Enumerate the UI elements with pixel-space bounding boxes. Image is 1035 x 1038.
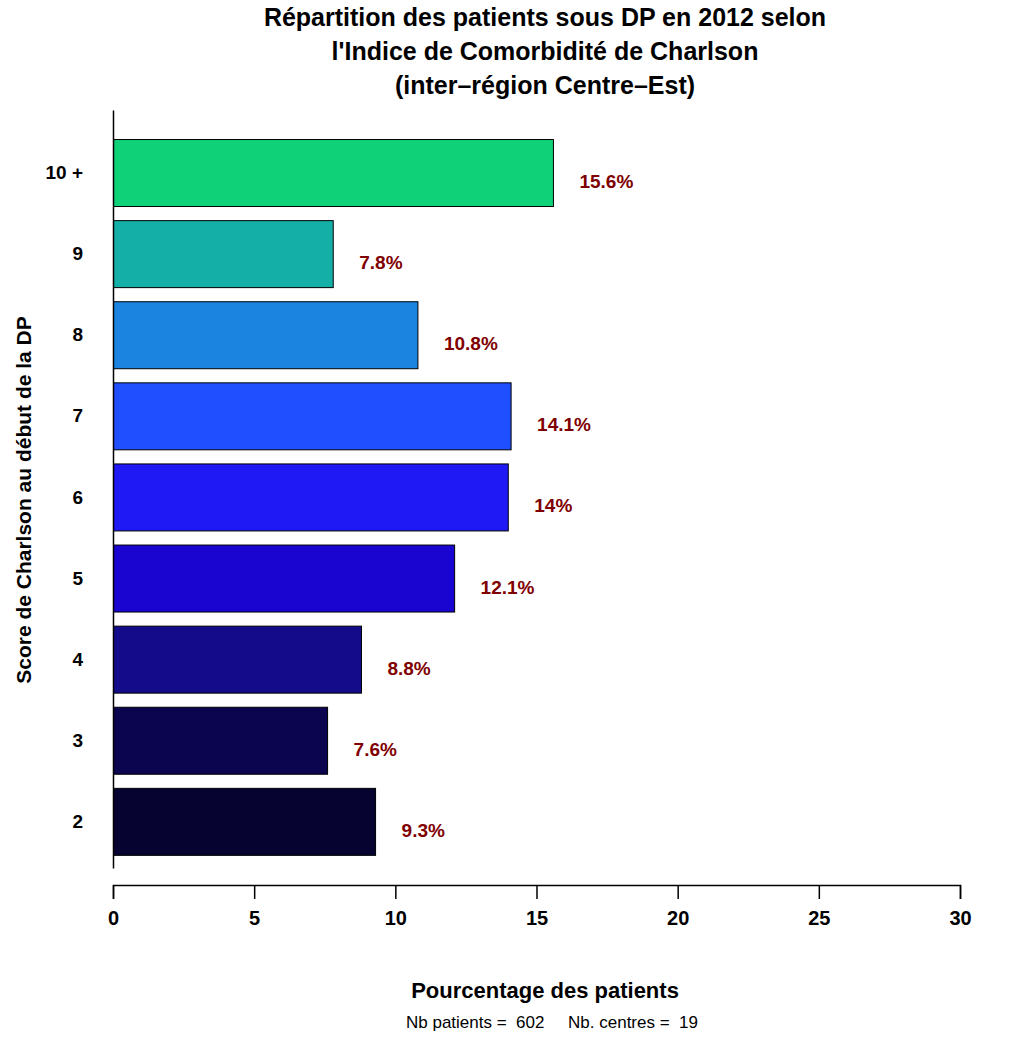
y-tick-label: 6 bbox=[72, 487, 83, 508]
x-tick-mark bbox=[819, 885, 821, 899]
x-tick-label: 25 bbox=[808, 907, 830, 929]
x-tick: 25 bbox=[808, 885, 830, 929]
bar bbox=[113, 545, 455, 612]
y-axis-title: Score de Charlson au début de la DP bbox=[12, 316, 35, 684]
bar bbox=[113, 302, 418, 369]
x-tick: 30 bbox=[949, 885, 971, 929]
y-tick: 8 bbox=[72, 324, 113, 345]
bar bbox=[113, 464, 508, 531]
y-tick-label: 4 bbox=[72, 649, 83, 670]
bar bbox=[113, 788, 376, 855]
data-label: 15.6% bbox=[579, 171, 633, 192]
y-tick-label: 8 bbox=[72, 324, 83, 345]
y-axis-line bbox=[113, 111, 115, 869]
x-tick-mark bbox=[395, 885, 397, 899]
note: Nb patients = 602 Nb. centres = 19 bbox=[406, 1013, 698, 1032]
y-tick: 6 bbox=[72, 487, 113, 508]
data-label: 12.1% bbox=[481, 577, 535, 598]
x-tick-mark bbox=[113, 885, 115, 899]
y-tick-label: 10 + bbox=[45, 162, 83, 183]
x-tick-mark bbox=[254, 885, 256, 899]
y-tick: 5 bbox=[72, 568, 113, 589]
bars bbox=[113, 140, 553, 856]
x-tick-label: 0 bbox=[108, 907, 119, 929]
y-tick: 10 + bbox=[45, 162, 113, 183]
data-label: 9.3% bbox=[402, 820, 445, 841]
x-tick-label: 15 bbox=[526, 907, 548, 929]
data-label: 7.8% bbox=[359, 252, 402, 273]
title-line: l'Indice de Comorbidité de Charlson bbox=[332, 37, 759, 65]
x-tick: 15 bbox=[526, 885, 548, 929]
x-tick: 10 bbox=[385, 885, 407, 929]
bar bbox=[113, 626, 361, 693]
data-label: 14.1% bbox=[537, 414, 591, 435]
x-axis-title: Pourcentage des patients bbox=[411, 978, 679, 1003]
x-tick: 0 bbox=[108, 885, 119, 929]
x-tick-label: 20 bbox=[667, 907, 689, 929]
title: Répartition des patients sous DP en 2012… bbox=[264, 3, 826, 99]
y-tick-label: 9 bbox=[72, 243, 83, 264]
x-tick-label: 5 bbox=[249, 907, 260, 929]
bar bbox=[113, 221, 333, 288]
data-label: 14% bbox=[534, 495, 572, 516]
y-tick-label: 3 bbox=[72, 730, 83, 751]
x-axis: 0 5 10 15 20 25 30 bbox=[108, 885, 972, 929]
x-tick-label: 30 bbox=[949, 907, 971, 929]
y-tick: 7 bbox=[72, 405, 113, 426]
data-labels: 9.3% 7.6% 8.8% 12.1% 14% 14.1% 10.8% 7.8% 15.6% bbox=[354, 171, 634, 841]
x-tick: 20 bbox=[667, 885, 689, 929]
y-tick-label: 2 bbox=[72, 811, 83, 832]
x-tick-mark bbox=[960, 885, 962, 899]
data-label: 8.8% bbox=[387, 658, 430, 679]
title-line: Répartition des patients sous DP en 2012… bbox=[264, 3, 826, 31]
chart: Répartition des patients sous DP en 2012… bbox=[0, 0, 1035, 1038]
bar bbox=[113, 383, 511, 450]
x-tick-mark bbox=[677, 885, 679, 899]
y-tick: 2 bbox=[72, 811, 113, 832]
y-tick: 9 bbox=[72, 243, 113, 264]
x-axis-line bbox=[114, 886, 961, 900]
x-tick-mark bbox=[536, 885, 538, 899]
bar bbox=[113, 707, 328, 774]
y-tick-label: 7 bbox=[72, 405, 83, 426]
y-tick: 4 bbox=[72, 649, 113, 670]
title-line: (inter–région Centre–Est) bbox=[395, 71, 695, 99]
x-tick-label: 10 bbox=[385, 907, 407, 929]
data-label: 10.8% bbox=[444, 333, 498, 354]
y-axis: 10 + 9 8 7 6 5 4 3 2 bbox=[45, 111, 113, 869]
y-tick-label: 5 bbox=[72, 568, 83, 589]
y-tick: 3 bbox=[72, 730, 113, 751]
x-tick: 5 bbox=[249, 885, 260, 929]
data-label: 7.6% bbox=[354, 739, 397, 760]
bar bbox=[113, 140, 553, 207]
